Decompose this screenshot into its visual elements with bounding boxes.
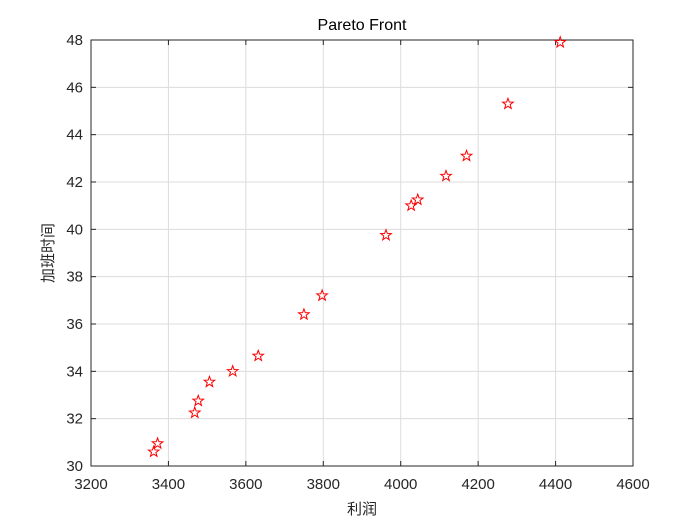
y-tick-label: 46	[66, 79, 83, 96]
data-point	[146, 444, 161, 458]
data-point	[439, 169, 453, 182]
data-point	[251, 348, 265, 362]
y-tick-label: 48	[66, 32, 83, 49]
x-tick-label: 4200	[461, 476, 494, 493]
y-tick-label: 32	[66, 411, 83, 428]
data-point	[150, 436, 165, 450]
y-tick-label: 42	[66, 174, 83, 191]
data-point	[191, 393, 205, 407]
axes-box	[90, 39, 634, 467]
x-tick-label: 4000	[384, 476, 417, 493]
data-markers	[146, 35, 567, 458]
y-tick-label: 44	[66, 127, 83, 144]
y-tick-label: 30	[66, 458, 83, 475]
x-tick-label: 3400	[152, 476, 185, 493]
y-tick-label: 36	[66, 316, 83, 333]
data-point	[225, 364, 240, 378]
x-tick-label: 3600	[229, 476, 262, 493]
data-point	[553, 35, 567, 49]
data-point	[411, 192, 425, 206]
y-tick-label: 34	[66, 363, 83, 380]
data-point	[202, 374, 217, 388]
data-point	[297, 307, 311, 321]
data-point	[501, 96, 515, 110]
ticks: 3200 3400 3600 3800 4000 4200 4400 4600 30 32 34 36…	[66, 32, 649, 493]
chart-title: Pareto Front	[318, 17, 407, 34]
y-tick-label: 38	[66, 269, 83, 286]
grid	[90, 39, 634, 467]
y-tick-label: 40	[66, 221, 83, 238]
x-tick-label: 4600	[616, 476, 649, 493]
x-tick-label: 4400	[539, 476, 572, 493]
data-point	[188, 405, 202, 419]
x-axis-label: 利润	[347, 500, 377, 518]
y-axis-label: 加班时间	[39, 223, 57, 283]
data-point	[315, 288, 329, 302]
x-tick-label: 3800	[307, 476, 340, 493]
data-point	[379, 228, 393, 241]
x-tick-label: 3200	[74, 476, 107, 493]
data-point	[459, 148, 474, 162]
